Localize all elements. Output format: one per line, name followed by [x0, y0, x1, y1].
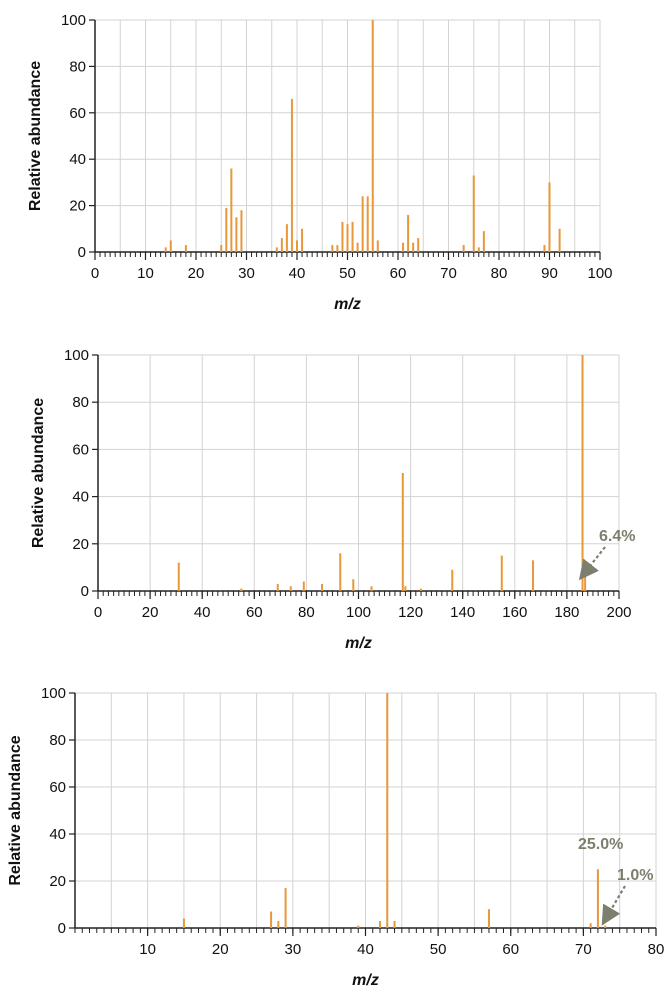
y-tick-label: 80 [69, 58, 86, 75]
x-tick-label: 100 [587, 265, 612, 282]
y-tick-label: 100 [41, 685, 66, 702]
x-tick-label: 100 [346, 604, 371, 621]
y-tick-label: 80 [72, 394, 89, 411]
y-tick-label: 0 [58, 920, 66, 937]
x-tick-label: 0 [91, 265, 99, 282]
y-tick-label: 100 [64, 347, 89, 364]
y-tick-label: 40 [72, 489, 89, 506]
x-tick-label: 70 [575, 941, 592, 958]
y-tick-label: 60 [49, 779, 66, 796]
x-tick-label: 60 [390, 265, 407, 282]
y-axis-title: Relative abundance [27, 61, 44, 211]
x-tick-label: 20 [188, 265, 205, 282]
y-tick-label: 60 [72, 441, 89, 458]
annotation-arrow [601, 885, 626, 926]
x-axis-title: m/z [334, 296, 361, 313]
y-tick-label: 0 [81, 583, 89, 600]
x-tick-label: 0 [94, 604, 102, 621]
x-tick-label: 40 [194, 604, 211, 621]
y-tick-label: 20 [69, 198, 86, 215]
y-axis-title: Relative abundance [7, 735, 24, 885]
x-tick-label: 40 [289, 265, 306, 282]
x-tick-label: 180 [554, 604, 579, 621]
x-tick-label: 50 [339, 265, 356, 282]
y-axis-title: Relative abundance [30, 398, 47, 548]
y-tick-label: 80 [49, 732, 66, 749]
x-tick-label: 140 [450, 604, 475, 621]
annotation-label: 1.0% [617, 867, 653, 884]
spectrum-panel-3: 10 20 30 40 50 60 70 80 0 20 40 60 80 100 Relative abu… [7, 685, 664, 989]
x-tick-label: 70 [440, 265, 457, 282]
y-tick-label: 40 [69, 151, 86, 168]
x-tick-label: 80 [648, 941, 665, 958]
y-tick-label: 20 [72, 536, 89, 553]
annotation-arrow [578, 546, 606, 581]
y-tick-label: 100 [61, 12, 86, 29]
spectrum-panel-2: 0 20 40 60 80 100 120 140 160 180 200 0 20 40 60 80 100 R… [30, 347, 635, 652]
x-tick-label: 80 [491, 265, 508, 282]
x-tick-label: 60 [246, 604, 263, 621]
x-tick-label: 60 [502, 941, 519, 958]
x-tick-label: 160 [502, 604, 527, 621]
annotation-label: 25.0% [578, 836, 623, 853]
x-tick-label: 80 [298, 604, 315, 621]
x-axis-title: m/z [352, 972, 379, 989]
y-tick-label: 0 [78, 244, 86, 261]
x-tick-label: 50 [430, 941, 447, 958]
y-tick-label: 40 [49, 826, 66, 843]
x-tick-label: 120 [398, 604, 423, 621]
x-axis-title: m/z [345, 635, 372, 652]
x-tick-label: 20 [142, 604, 159, 621]
x-tick-label: 30 [285, 941, 302, 958]
x-tick-label: 40 [357, 941, 374, 958]
x-tick-label: 20 [212, 941, 229, 958]
x-tick-label: 90 [541, 265, 558, 282]
x-tick-label: 10 [139, 941, 156, 958]
y-tick-label: 60 [69, 105, 86, 122]
x-tick-label: 10 [137, 265, 154, 282]
y-tick-label: 20 [49, 873, 66, 890]
annotation-label: 6.4% [599, 528, 635, 545]
x-tick-label: 30 [238, 265, 255, 282]
spectrum-panel-1: 0 10 20 30 40 50 60 70 80 90 100 0 20 40 60 80 100 Relati… [27, 12, 613, 313]
x-tick-label: 200 [606, 604, 631, 621]
